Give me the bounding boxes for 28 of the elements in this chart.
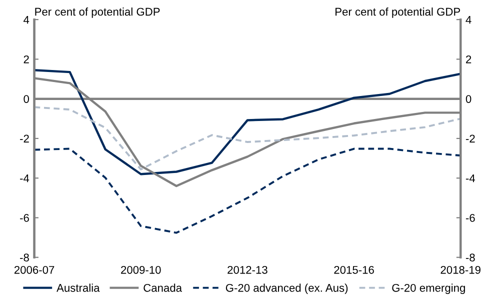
y-axis-title: Per cent of potential GDP (35, 8, 160, 18)
y2-tick-label: 0 (466, 95, 472, 103)
legend-label: Australia (56, 284, 100, 292)
line-series (34, 148, 461, 234)
x-tick-label: 2012-13 (228, 266, 268, 274)
legend-label: G-20 advanced (ex. Aus) (226, 284, 348, 294)
y-tick-label: -6 (20, 214, 29, 222)
line-series (34, 106, 461, 170)
y2-tick-label: -2 (466, 134, 475, 142)
x-tick-label: 2015-16 (334, 266, 374, 274)
y-tick-label: 0 (24, 95, 30, 103)
y-tick-label: 4 (24, 16, 30, 24)
x-tick-label: 2018-19 (440, 266, 480, 274)
y-tick-label: 2 (24, 55, 29, 64)
y-tick-label: -4 (20, 174, 30, 182)
y2-axis-title: Per cent of potential GDP (336, 8, 460, 18)
legend-label: G-20 emerging (392, 284, 465, 294)
y-tick-label: -2 (20, 134, 29, 142)
y2-tick-label: 2 (466, 55, 472, 64)
line-series (34, 68, 461, 176)
y2-tick-label: 4 (466, 16, 472, 24)
y2-tick-label: -6 (466, 214, 475, 222)
x-tick-label: 2009-10 (121, 266, 161, 274)
y2-tick-label: -8 (466, 254, 475, 262)
legend-label: Canada (144, 284, 182, 292)
x-tick-label: 2006-07 (14, 266, 54, 274)
y2-tick-label: -4 (466, 174, 476, 182)
y-tick-label: -8 (20, 254, 29, 262)
